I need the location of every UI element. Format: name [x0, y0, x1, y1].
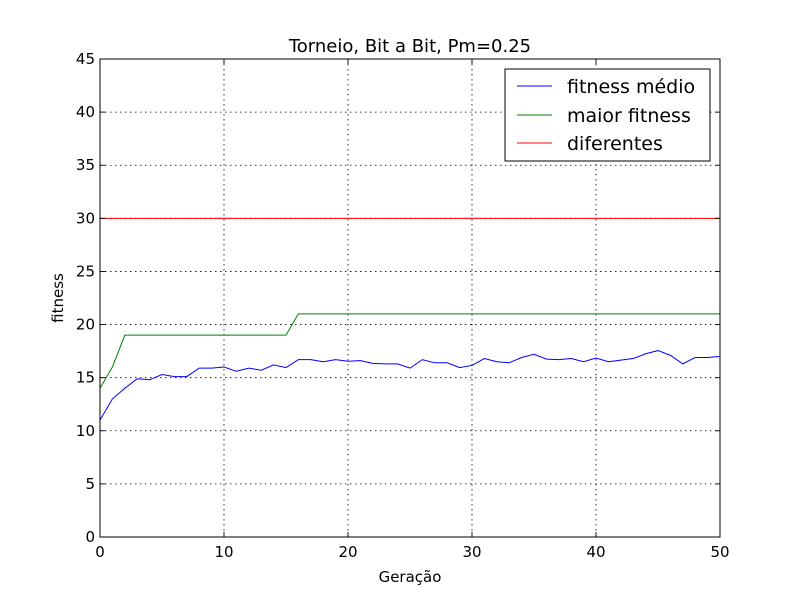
y-tick-label: 45	[76, 50, 95, 68]
chart-title: Torneio, Bit a Bit, Pm=0.25	[288, 36, 531, 57]
y-tick-label: 20	[76, 316, 95, 334]
plot-frame	[99, 58, 721, 538]
legend: fitness médio maior fitness diferentes	[504, 68, 711, 162]
series-line-maior-fitness	[99, 313, 720, 389]
series-line-fitness-medio	[99, 350, 721, 421]
axis-ticks: 0 10 20 30 40 50 0 5 10 15 20 25 30 35 40 45	[76, 50, 730, 561]
y-tick-label: 5	[85, 475, 95, 493]
y-tick-label: 25	[76, 262, 95, 280]
y-tick-label: 30	[76, 209, 95, 227]
series-layer	[99, 217, 721, 421]
legend-label-fitness-medio: fitness médio	[567, 76, 695, 98]
y-tick-label: 35	[76, 156, 95, 174]
legend-label-maior-fitness: maior fitness	[567, 105, 691, 127]
y-axis-label: fitness	[49, 273, 67, 323]
y-tick-label: 10	[76, 422, 95, 440]
y-tick-label: 15	[76, 369, 95, 387]
x-tick-label: 30	[462, 543, 481, 561]
legend-label-diferentes: diferentes	[567, 133, 663, 155]
x-tick-label: 20	[338, 543, 357, 561]
x-axis-label: Geração	[379, 568, 442, 586]
x-tick-label: 50	[710, 543, 729, 561]
x-tick-label: 40	[586, 543, 605, 561]
y-tick-label: 0	[85, 528, 95, 546]
x-tick-label: 10	[214, 543, 233, 561]
y-tick-label: 40	[76, 103, 95, 121]
x-tick-label: 0	[95, 543, 105, 561]
